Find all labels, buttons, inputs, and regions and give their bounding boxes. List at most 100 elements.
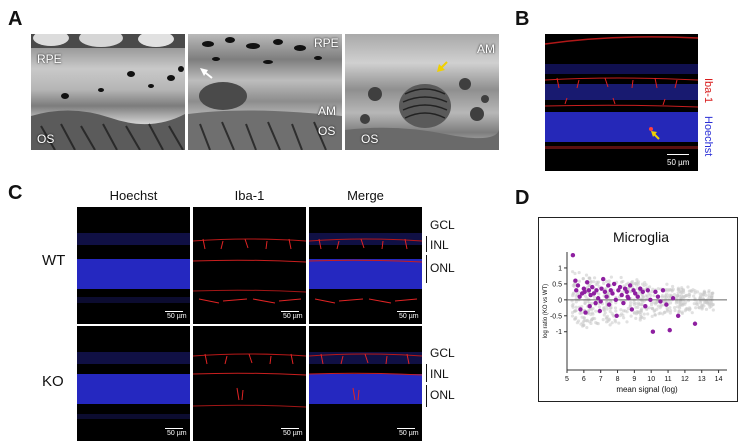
data-point [640, 289, 645, 295]
x-tick-label: 10 [647, 376, 655, 383]
background-point [650, 290, 654, 294]
background-point [574, 300, 578, 304]
data-point [655, 294, 661, 299]
ko-iba1-image: 50 µm [193, 326, 306, 441]
background-point [632, 300, 636, 305]
background-point [625, 320, 629, 324]
background-point [614, 309, 618, 313]
label-os-2: OS [318, 124, 336, 138]
background-point [596, 322, 600, 326]
background-point [695, 290, 700, 294]
background-point [698, 301, 703, 305]
background-point [613, 306, 618, 310]
background-point [604, 279, 609, 283]
background-point [668, 301, 673, 305]
background-point [698, 295, 702, 299]
data-point [578, 307, 583, 312]
background-point [673, 305, 677, 310]
background-point [663, 295, 667, 299]
x-tick-label: 11 [664, 376, 671, 383]
background-point [709, 296, 713, 300]
ko-layer-inl: INL [430, 367, 449, 381]
background-point [649, 303, 654, 307]
background-point [619, 308, 623, 312]
background-point [679, 296, 683, 300]
data-point [599, 286, 604, 291]
background-point [591, 312, 595, 316]
x-tick-label: 6 [582, 376, 586, 383]
data-point [675, 313, 681, 318]
wt-layer-gcl: GCL [430, 218, 455, 232]
background-point [676, 293, 680, 298]
background-point [610, 321, 614, 325]
background-point [679, 293, 684, 298]
data-point [638, 286, 643, 291]
background-point [608, 306, 613, 310]
background-point [587, 308, 591, 312]
x-tick-label: 14 [715, 376, 723, 383]
iba1-hoechst-image: 50 µm [545, 34, 698, 171]
x-tick-label: 8 [616, 376, 620, 383]
background-point [651, 287, 655, 291]
data-point [577, 294, 582, 299]
background-point [668, 308, 673, 313]
background-point [694, 302, 698, 306]
label-am-2: AM [477, 42, 495, 56]
background-point [635, 286, 639, 291]
scale-bar-b-label: 50 µm [667, 158, 690, 167]
background-point [711, 302, 715, 307]
em-image-a2: RPE AM OS [188, 34, 342, 150]
panel-d-label: D [515, 187, 530, 209]
background-point [587, 320, 592, 324]
background-point [574, 309, 578, 313]
y-tick-label: 1 [558, 265, 562, 272]
em-image-a3: AM OS [345, 34, 499, 150]
background-point [604, 286, 608, 291]
background-point [576, 319, 581, 323]
background-point [640, 293, 645, 297]
background-point [570, 304, 574, 308]
row-label-ko: KO [42, 373, 64, 390]
background-point [710, 291, 714, 295]
legend-iba1: Iba-1 [702, 78, 714, 104]
background-point [590, 307, 594, 311]
background-point [668, 288, 672, 292]
background-point [590, 317, 594, 322]
data-point [595, 296, 601, 301]
data-point [606, 302, 612, 307]
background-point [589, 279, 593, 283]
background-point [573, 317, 578, 321]
background-point [601, 317, 605, 322]
background-point [623, 309, 627, 313]
background-point [644, 283, 648, 287]
background-point [661, 312, 665, 316]
background-point [581, 276, 585, 281]
background-point [597, 305, 602, 309]
background-point [650, 314, 654, 318]
legend-hoechst: Hoechst [702, 116, 714, 157]
data-point [598, 299, 603, 304]
scale-bar-wt-merge [397, 311, 415, 312]
background-point [680, 290, 684, 294]
panel-b-label: B [515, 8, 530, 30]
background-point [701, 303, 705, 307]
label-rpe-2: RPE [314, 36, 339, 50]
data-point [573, 278, 578, 283]
background-point [594, 309, 598, 313]
background-point [642, 312, 646, 316]
background-point [629, 280, 634, 285]
background-point [628, 303, 633, 307]
background-point [690, 311, 694, 315]
data-point [588, 292, 593, 298]
data-point [670, 296, 676, 301]
data-point [575, 283, 581, 288]
background-point [644, 294, 648, 298]
background-point [676, 286, 681, 290]
row-label-wt: WT [42, 252, 66, 269]
background-point [593, 317, 597, 321]
wt-merge-image: 50 µm [309, 207, 422, 324]
background-point [704, 307, 709, 311]
background-point [634, 312, 638, 316]
background-point [665, 308, 669, 312]
background-point [580, 311, 584, 315]
